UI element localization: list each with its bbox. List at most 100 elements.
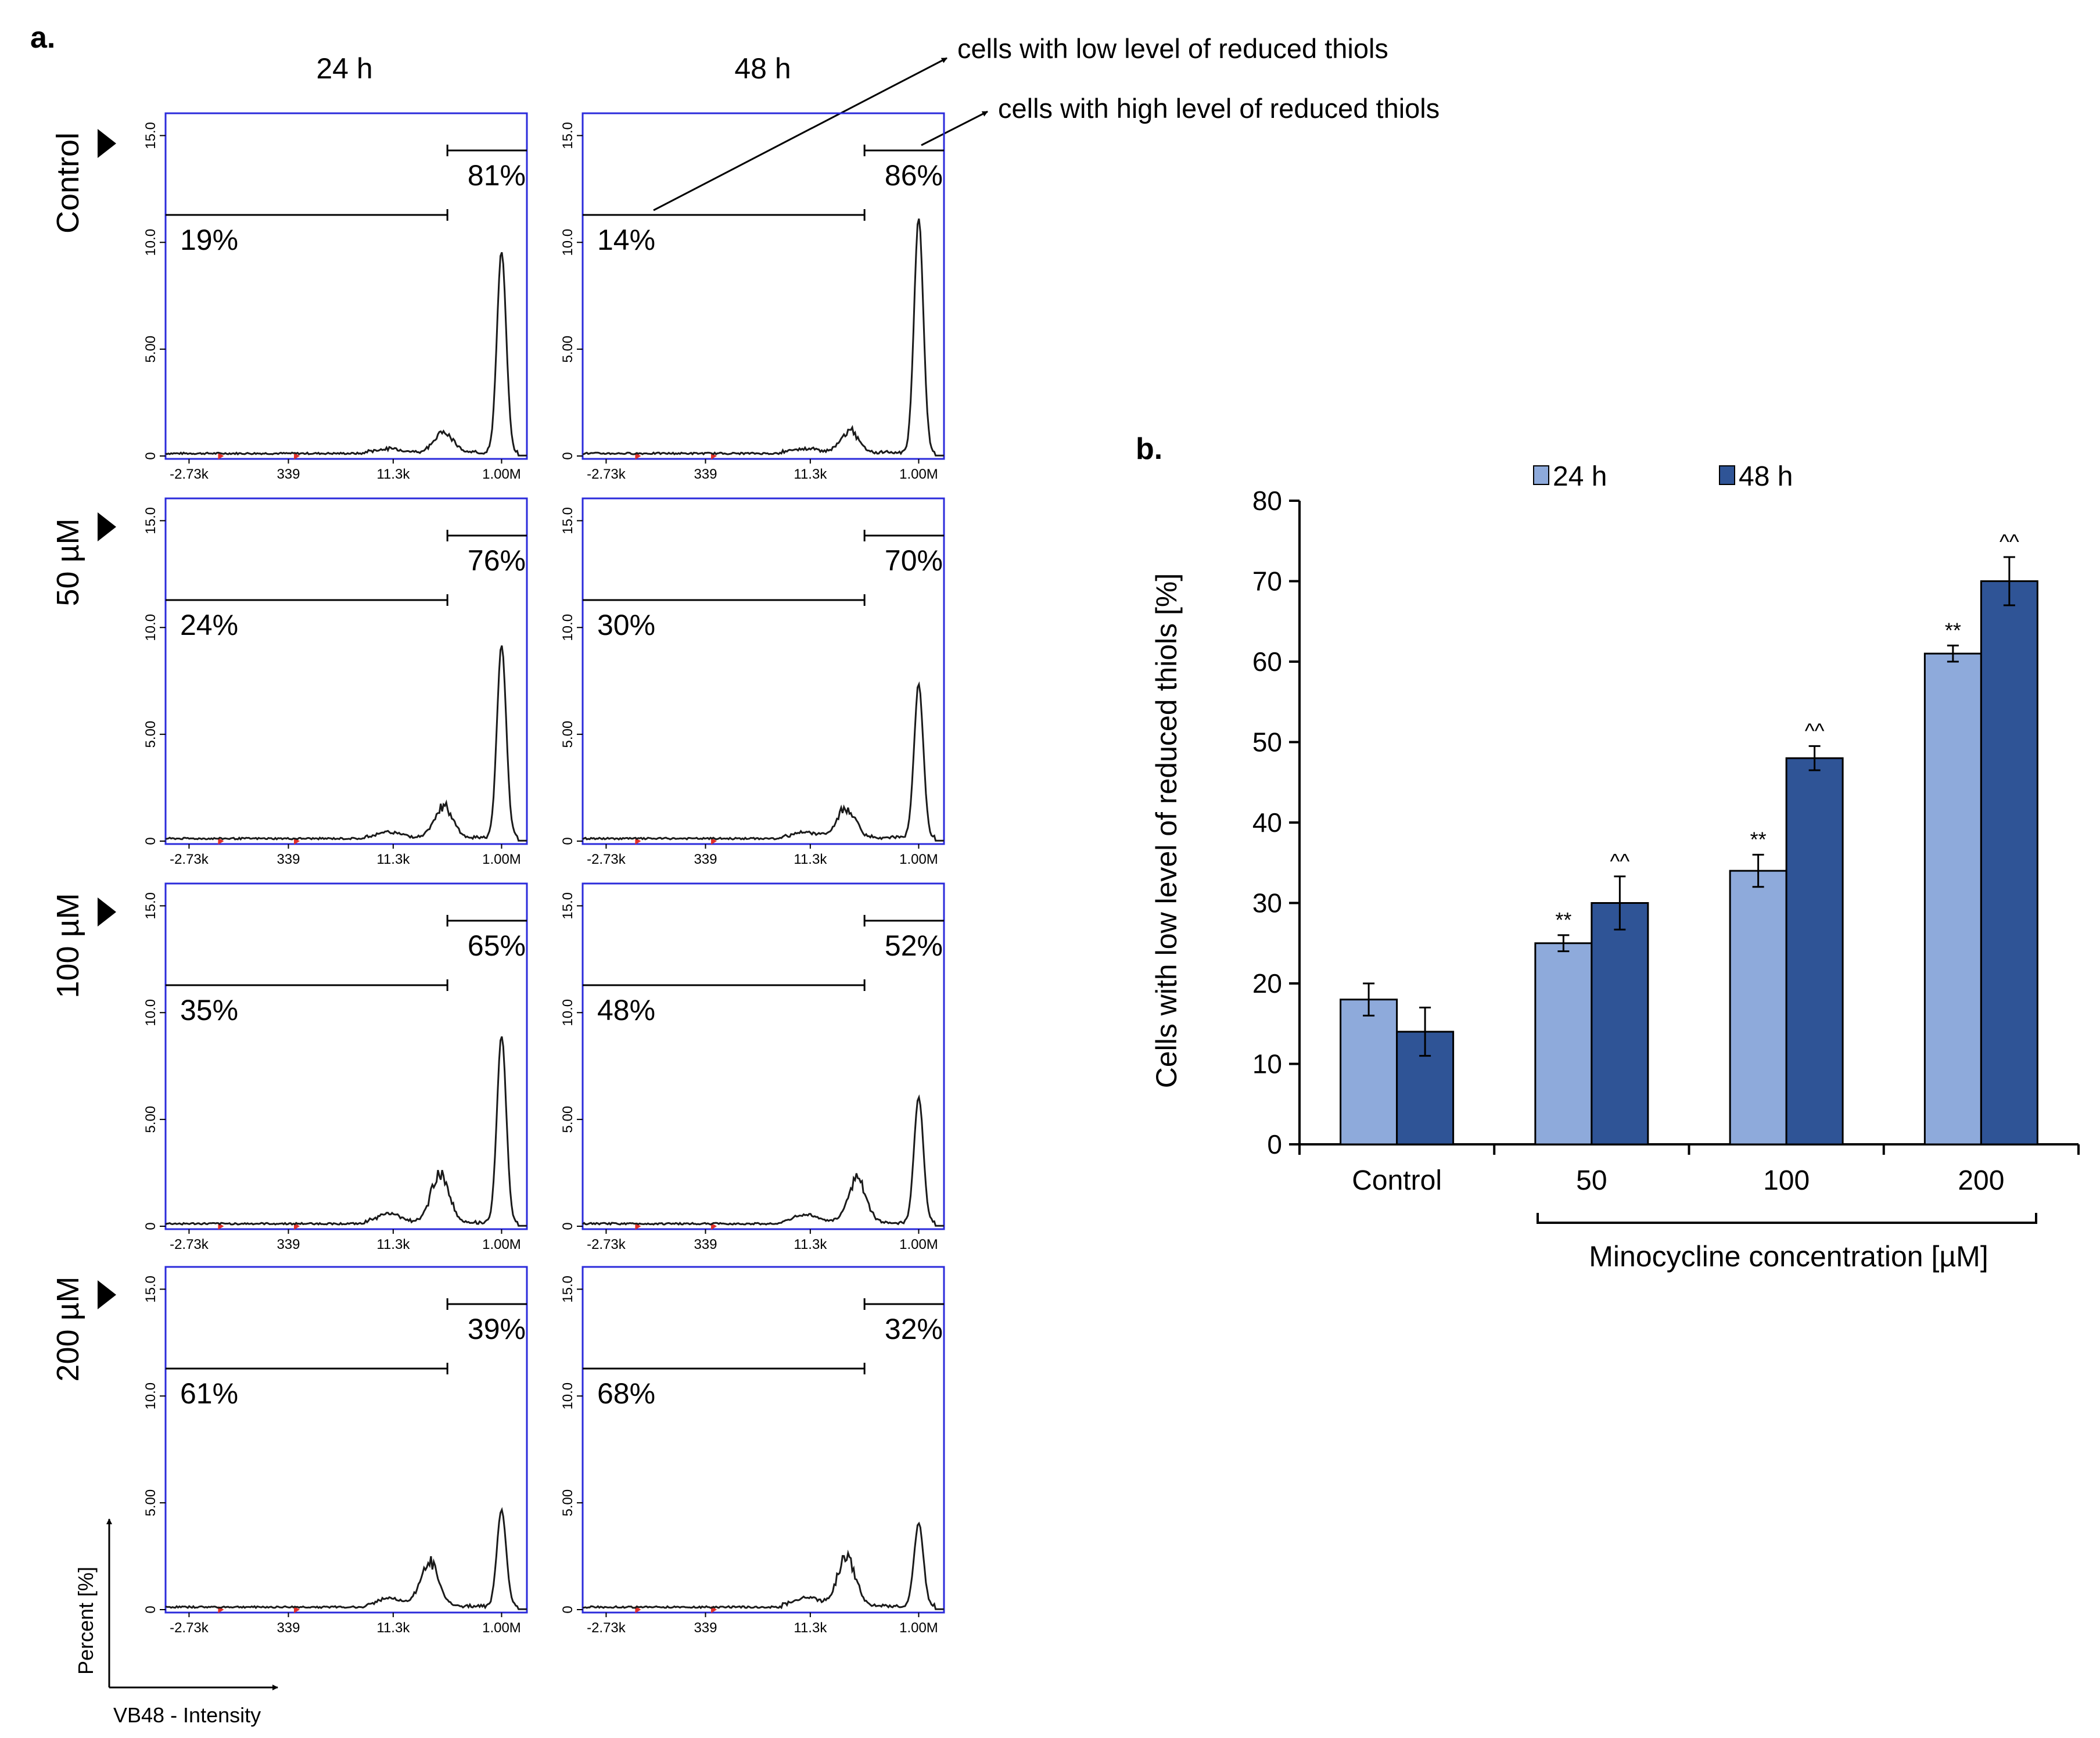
row-label-50uM: 50 µM bbox=[51, 518, 85, 606]
y-tick-label: 10.0 bbox=[143, 614, 159, 641]
significance-mark: ** bbox=[1750, 827, 1767, 851]
y-tick-label: 5.00 bbox=[560, 1489, 576, 1517]
row-label-control: Control bbox=[51, 132, 85, 234]
y-tick-label: 50 bbox=[1252, 727, 1282, 757]
x-tick-label: 200 bbox=[1958, 1165, 2004, 1196]
high-gate-percent: 65% bbox=[468, 929, 526, 962]
histogram-frame bbox=[164, 882, 528, 1230]
y-tick-label: 15.0 bbox=[560, 122, 576, 149]
row-marker-triangle-icon bbox=[98, 897, 116, 927]
x-tick-label: 1.00M bbox=[482, 466, 521, 482]
legend-label-24h: 24 h bbox=[1553, 461, 1607, 492]
y-tick-label: 30 bbox=[1252, 888, 1282, 918]
y-tick-label: 10 bbox=[1252, 1049, 1282, 1079]
x-tick-label: 339 bbox=[277, 852, 300, 867]
histogram-200m-48h: 0 5.00 10.0 15.0 -2.73k 339 11.3k 1.00M 68% 32% bbox=[560, 1266, 945, 1636]
histogram-100m-48h: 0 5.00 10.0 15.0 -2.73k 339 11.3k 1.00M 48% 52% bbox=[560, 882, 945, 1252]
y-tick-label: 10.0 bbox=[143, 229, 159, 256]
histogram-trace bbox=[165, 252, 527, 457]
y-tick-label: 0 bbox=[143, 1222, 159, 1230]
y-axis-title: Cells with low level of reduced thiols [… bbox=[1150, 573, 1183, 1089]
row-marker-triangle-icon bbox=[98, 129, 116, 158]
axis-legend: Percent [%] VB48 - Intensity bbox=[74, 1518, 278, 1727]
y-tick-label: 10.0 bbox=[560, 999, 576, 1026]
x-tick-label: 339 bbox=[277, 466, 300, 482]
x-tick-label: 1.00M bbox=[899, 1237, 938, 1252]
bar-chart: 24 h 48 h Cells with low level of reduce… bbox=[1150, 461, 2080, 1273]
x-tick-label: 339 bbox=[694, 466, 717, 482]
high-gate-percent: 81% bbox=[468, 159, 526, 192]
histogram-100m-24h: 0 5.00 10.0 15.0 -2.73k 339 11.3k 1.00M 35% 65% bbox=[143, 882, 528, 1252]
y-tick-label: 5.00 bbox=[143, 336, 159, 363]
high-gate-percent: 52% bbox=[885, 929, 943, 962]
bar-48h-100 bbox=[1785, 757, 1844, 1146]
row-label-control-group: Control bbox=[51, 129, 116, 234]
row-label-200-group: 200 µM bbox=[51, 1276, 116, 1382]
y-tick-label: 10.0 bbox=[560, 229, 576, 256]
x-tick-label: -2.73k bbox=[587, 852, 626, 867]
x-axis-title: Minocycline concentration [µM] bbox=[1589, 1240, 1988, 1273]
legend-label-48h: 48 h bbox=[1739, 461, 1793, 492]
histogram-trace bbox=[582, 218, 944, 457]
high-gate-percent: 39% bbox=[468, 1313, 526, 1345]
y-tick-label: 0 bbox=[560, 1606, 576, 1613]
x-tick-label: 11.3k bbox=[794, 466, 827, 482]
y-tick-label: 0 bbox=[560, 837, 576, 845]
histogram-trace bbox=[166, 645, 527, 842]
x-tick-label: 1.00M bbox=[899, 852, 938, 867]
high-gate-percent: 76% bbox=[468, 544, 526, 577]
significance-mark: ^^ bbox=[2000, 530, 2019, 554]
low-gate-percent: 19% bbox=[180, 224, 238, 256]
x-tick-label: 11.3k bbox=[376, 852, 410, 867]
y-tick-label: 10.0 bbox=[560, 614, 576, 641]
y-tick-label: 10.0 bbox=[143, 999, 159, 1026]
x-tick-label: 11.3k bbox=[376, 1620, 410, 1636]
x-tick-label: 1.00M bbox=[482, 1237, 521, 1252]
x-tick-label: -2.73k bbox=[587, 1620, 626, 1636]
panel-b-label: b. bbox=[1136, 432, 1162, 466]
high-gate-percent: 32% bbox=[885, 1313, 943, 1345]
y-tick-label: 5.00 bbox=[560, 1106, 576, 1133]
x-tick-label: 11.3k bbox=[376, 1237, 410, 1252]
histogram-frame bbox=[581, 1266, 945, 1614]
annotation-high-arrow bbox=[921, 110, 988, 146]
histogram-trace bbox=[165, 1507, 527, 1610]
gate-marker-icon bbox=[635, 453, 641, 459]
x-tick-label: Control bbox=[1352, 1165, 1442, 1196]
x-tick-label: 339 bbox=[277, 1237, 300, 1252]
y-tick-label: 80 bbox=[1252, 486, 1282, 516]
bar-24h-control bbox=[1340, 999, 1398, 1146]
significance-mark: ** bbox=[1945, 618, 1961, 642]
row-marker-triangle-icon bbox=[98, 1280, 116, 1309]
gate-marker-icon bbox=[711, 838, 717, 845]
x-tick-label: -2.73k bbox=[587, 1237, 626, 1252]
y-tick-label: 0 bbox=[1267, 1129, 1282, 1159]
low-gate-percent: 61% bbox=[180, 1377, 238, 1410]
gate-marker-icon bbox=[294, 1606, 300, 1613]
column-header-24h: 24 h bbox=[316, 52, 372, 85]
bar-48h-200 bbox=[1980, 580, 2038, 1146]
y-tick-label: 0 bbox=[143, 1606, 159, 1613]
x-tick-label: 100 bbox=[1763, 1165, 1810, 1196]
histogram-50m-24h: 0 5.00 10.0 15.0 -2.73k 339 11.3k 1.00M 24% 76% bbox=[143, 497, 528, 867]
row-marker-triangle-icon bbox=[98, 512, 116, 541]
y-tick-label: 15.0 bbox=[560, 892, 576, 920]
y-tick-label: 0 bbox=[560, 452, 576, 459]
axis-legend-x-label: VB48 - Intensity bbox=[113, 1703, 261, 1727]
bar-24h-200 bbox=[1923, 652, 1982, 1146]
x-tick-label: 50 bbox=[1576, 1165, 1607, 1196]
histogram-control-48h: 0 5.00 10.0 15.0 -2.73k 339 11.3k 1.00M 14% 86% bbox=[560, 112, 945, 482]
histogram-frame bbox=[164, 1266, 528, 1614]
histogram-frame bbox=[581, 497, 945, 845]
x-tick-label: 11.3k bbox=[794, 852, 827, 867]
high-gate-percent: 70% bbox=[885, 544, 943, 577]
low-gate-percent: 14% bbox=[597, 224, 655, 256]
y-tick-label: 20 bbox=[1252, 968, 1282, 999]
x-tick-label: 339 bbox=[277, 1620, 300, 1636]
x-tick-label: -2.73k bbox=[170, 852, 209, 867]
histogram-trace bbox=[165, 1036, 527, 1227]
histogram-200m-24h: 0 5.00 10.0 15.0 -2.73k 339 11.3k 1.00M 61% 39% bbox=[143, 1266, 528, 1636]
axis-legend-y-label: Percent [%] bbox=[74, 1567, 98, 1675]
x-tick-label: -2.73k bbox=[170, 466, 209, 482]
